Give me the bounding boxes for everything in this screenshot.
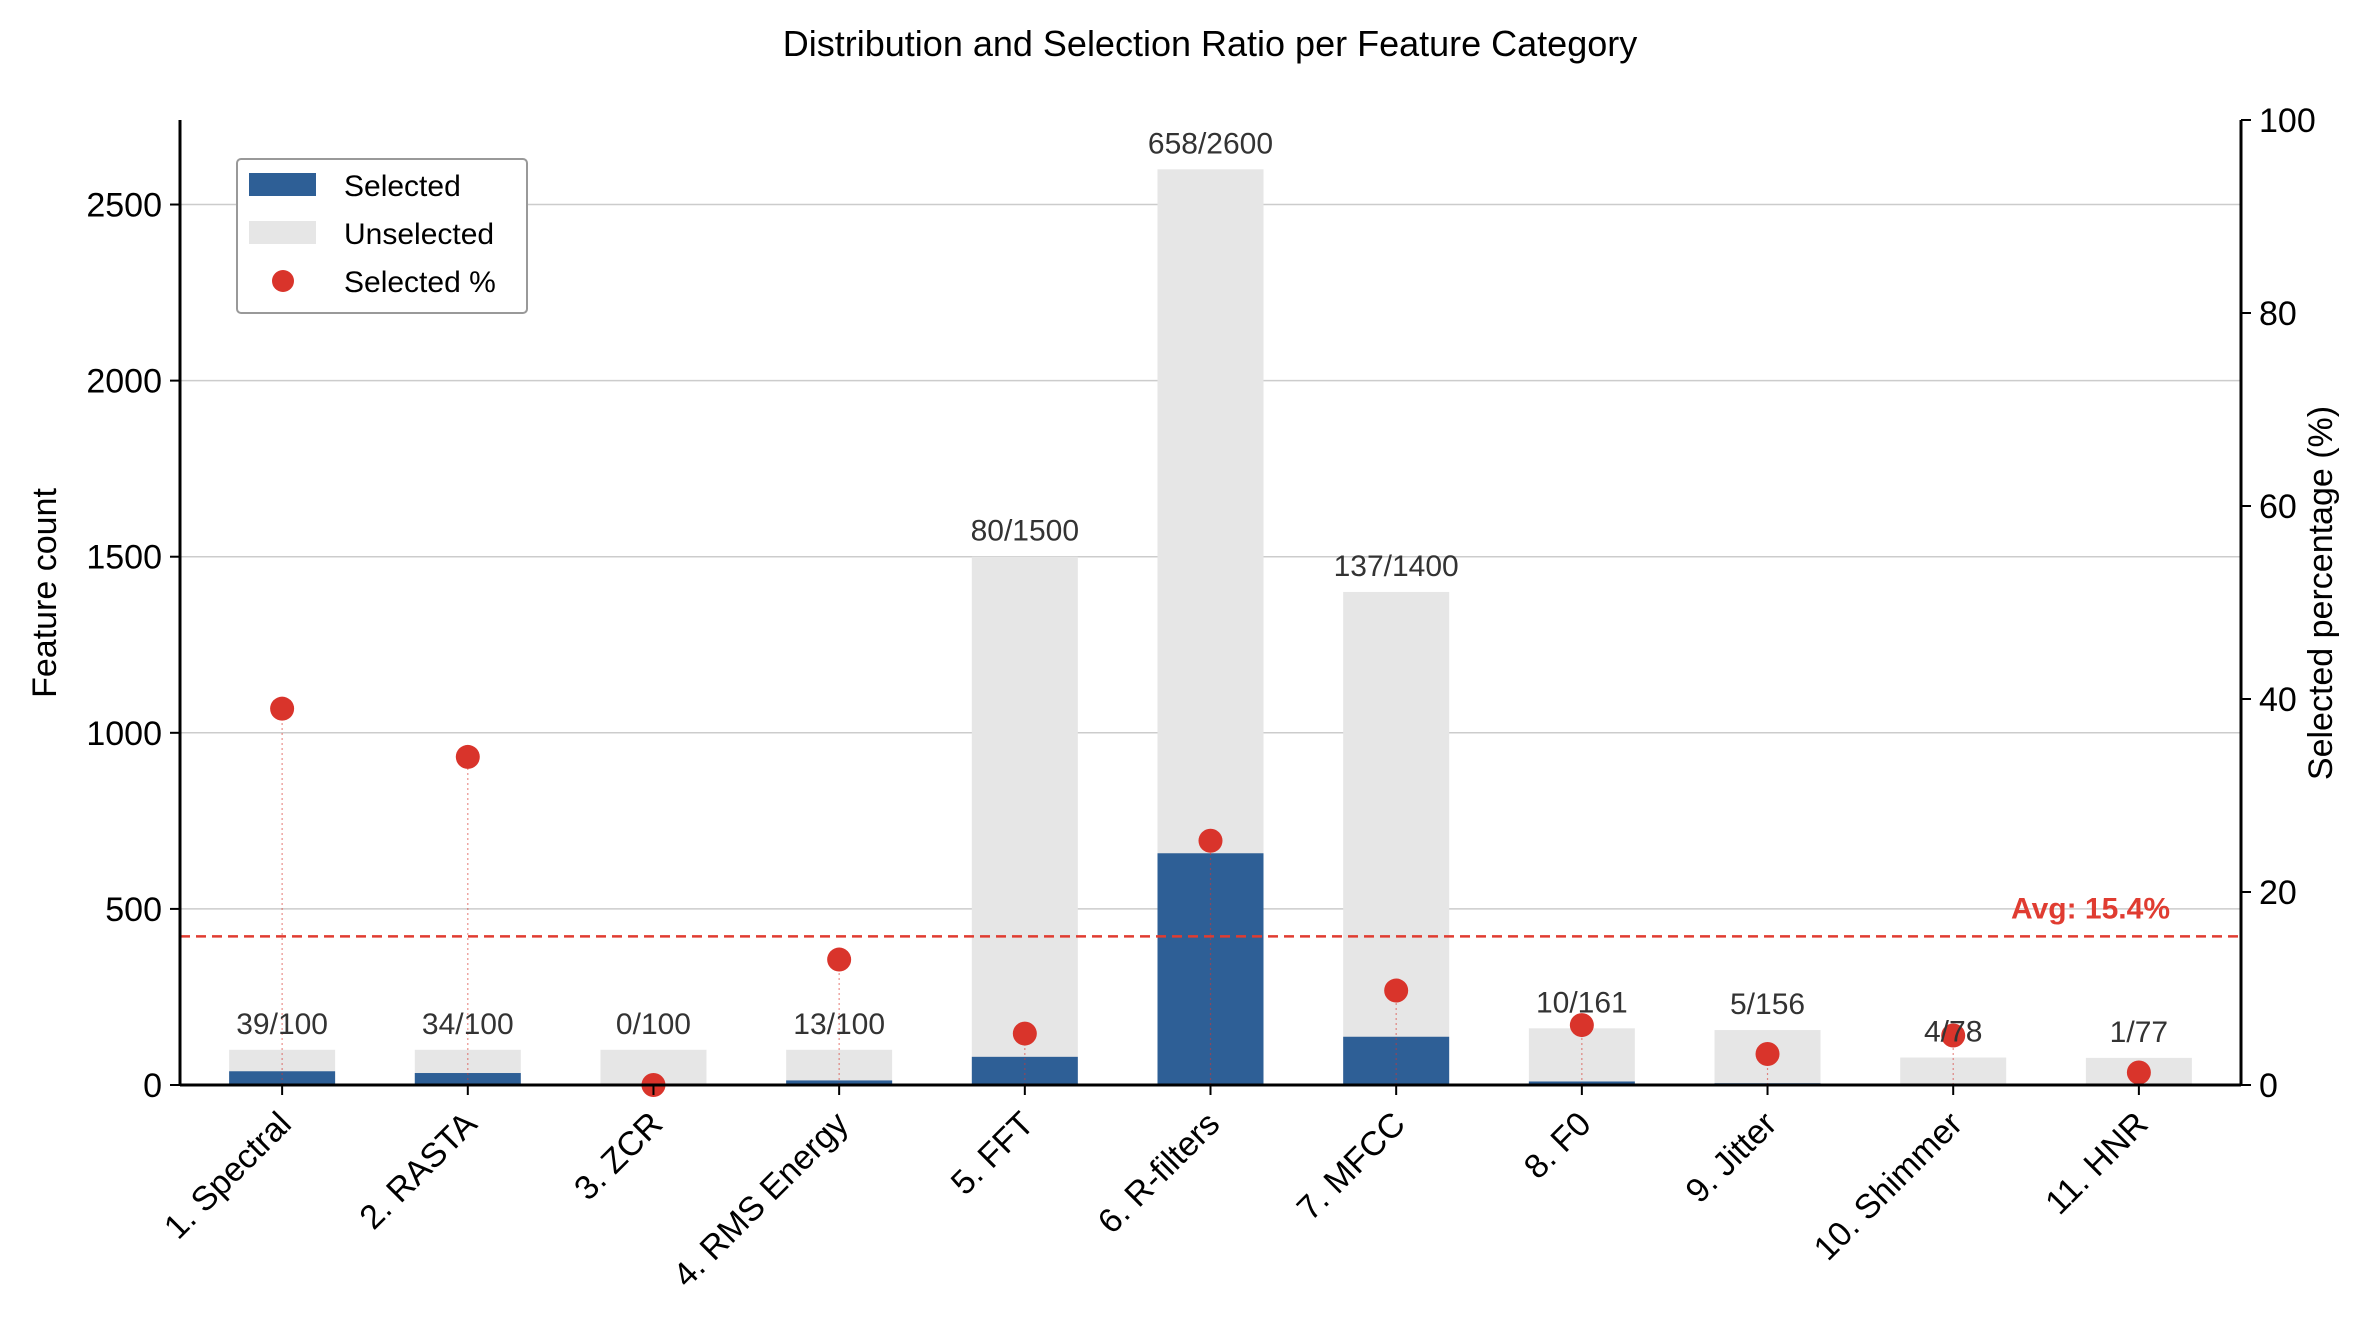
x-tick-label: 11. HNR bbox=[2038, 1105, 2155, 1222]
percent-point bbox=[1199, 829, 1223, 853]
percent-point bbox=[2127, 1060, 2151, 1084]
legend-swatch-selected bbox=[249, 173, 316, 196]
bar-label: 658/2600 bbox=[1148, 127, 1273, 160]
x-tick-label: 9. Jitter bbox=[1678, 1105, 1784, 1211]
legend-label-percent: Selected % bbox=[344, 266, 496, 299]
y-tick-label-left: 1000 bbox=[86, 715, 162, 753]
bar-label: 80/1500 bbox=[971, 515, 1079, 548]
y-tick-label-left: 2000 bbox=[86, 363, 162, 401]
bar-unselected bbox=[972, 557, 1078, 1085]
y-tick-label-left: 2500 bbox=[86, 187, 162, 225]
bar-label: 0/100 bbox=[616, 1008, 691, 1041]
x-tick-label: 4. RMS Energy bbox=[666, 1105, 856, 1295]
legend-label-unselected: Unselected bbox=[344, 218, 494, 251]
y-tick-label-right: 100 bbox=[2259, 102, 2316, 140]
bar-unselected bbox=[1900, 1058, 2006, 1085]
percent-point bbox=[1756, 1042, 1780, 1066]
chart-title: Distribution and Selection Ratio per Fea… bbox=[783, 23, 1637, 64]
y-tick-label-left: 0 bbox=[143, 1067, 162, 1105]
legend: Selected Unselected Selected % bbox=[237, 159, 527, 313]
bar-selected bbox=[972, 1057, 1078, 1085]
y-tick-label-right: 60 bbox=[2259, 488, 2297, 526]
bar-label: 137/1400 bbox=[1334, 550, 1459, 583]
percent-point bbox=[827, 948, 851, 972]
bar-label: 34/100 bbox=[422, 1008, 514, 1041]
x-tick-label: 6. R-filters bbox=[1091, 1105, 1227, 1241]
legend-swatch-unselected bbox=[249, 221, 316, 244]
bar-label: 5/156 bbox=[1730, 988, 1805, 1021]
y-tick-label-right: 20 bbox=[2259, 874, 2297, 912]
y-tick-label-right: 0 bbox=[2259, 1067, 2278, 1105]
legend-marker-percent bbox=[272, 270, 294, 292]
y-tick-label-right: 80 bbox=[2259, 295, 2297, 333]
percent-point bbox=[456, 745, 480, 769]
y-tick-label-left: 1500 bbox=[86, 539, 162, 577]
bar-label: 39/100 bbox=[236, 1008, 328, 1041]
bar-unselected bbox=[1343, 592, 1449, 1085]
percent-point bbox=[1384, 979, 1408, 1003]
bar-label: 13/100 bbox=[793, 1008, 885, 1041]
y-axis-right-label: Selected percentage (%) bbox=[2302, 406, 2340, 780]
x-tick-label: 8. F0 bbox=[1517, 1105, 1599, 1187]
x-tick-label: 5. FFT bbox=[944, 1105, 1042, 1203]
percent-point bbox=[1013, 1022, 1037, 1046]
x-tick-label: 1. Spectral bbox=[157, 1105, 299, 1247]
percent-point bbox=[270, 697, 294, 721]
bar-label: 10/161 bbox=[1536, 986, 1628, 1019]
bar-label: 4/78 bbox=[1924, 1016, 1982, 1049]
x-tick-label: 3. ZCR bbox=[567, 1105, 670, 1208]
average-label: Avg: 15.4% bbox=[2011, 892, 2170, 925]
x-tick-label: 2. RASTA bbox=[352, 1105, 484, 1237]
y-tick-label-left: 500 bbox=[105, 891, 162, 929]
x-tick-label: 7. MFCC bbox=[1290, 1105, 1413, 1228]
legend-label-selected: Selected bbox=[344, 170, 461, 203]
x-tick-label: 10. Shimmer bbox=[1807, 1105, 1970, 1268]
y-axis-label: Feature count bbox=[26, 488, 64, 698]
y-tick-label-right: 40 bbox=[2259, 681, 2297, 719]
bar-label: 1/77 bbox=[2110, 1016, 2168, 1049]
